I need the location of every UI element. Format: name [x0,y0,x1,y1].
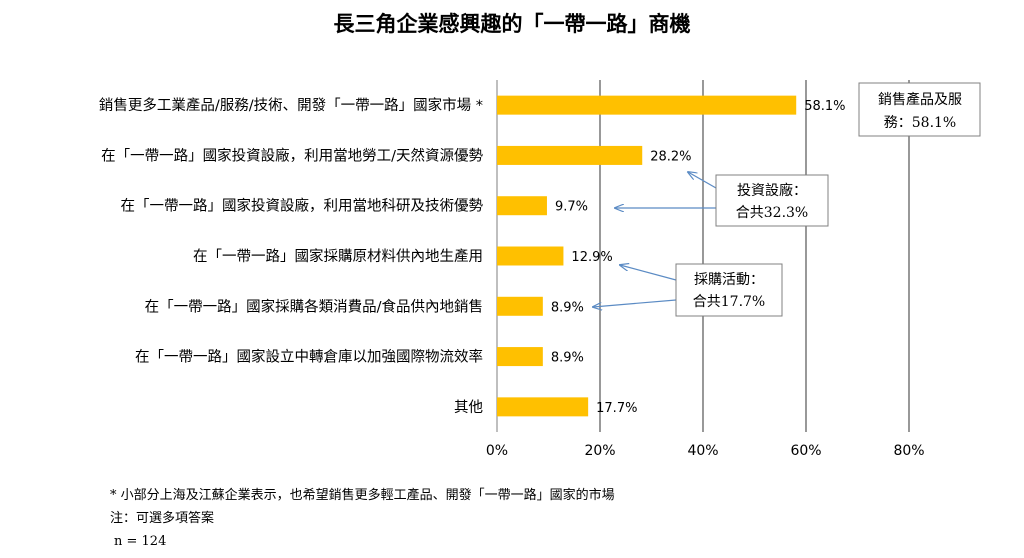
data-labels: 58.1% 28.2% 9.7% 12.9% 8.9% 8.9% 17.7% [551,99,846,416]
footnote-asterisk: * 小部分上海及江蘇企業表示，也希望銷售更多輕工產品、開發「一帶一路」國家的市場 [110,487,615,503]
annotation-procurement-line1: 採購活動： [694,272,764,288]
x-tick-label: 20% [584,443,615,459]
annotation-procurement-line2: 合共17.7% [693,294,765,310]
category-label: 在「一帶一路」國家採購原材料供內地生產用 [193,248,483,265]
data-label: 8.9% [551,351,584,366]
category-label: 銷售更多工業產品/服務/技術、開發「一帶一路」國家市場 * [99,97,483,114]
chart-title: 長三角企業感興趣的「一帶一路」商機 [334,12,691,36]
annotation-sales-line1: 銷售產品及服 [878,91,962,108]
annotation-investment-line1: 投資設廠： [737,182,807,199]
annotation-sales: 銷售產品及服 務：58.1% [858,82,981,137]
x-axis-ticks: 0% 20% 40% 60% 80% [486,443,925,459]
x-tick-label: 0% [486,443,508,459]
bar [497,246,564,266]
annotation-arrow [593,299,677,307]
annotation-procurement: 採購活動： 合共17.7% [593,264,783,317]
gridlines [496,80,910,432]
bar [497,196,547,216]
category-label: 在「一帶一路」國家設立中轉倉庫以加強國際物流效率 [135,349,483,366]
data-label: 58.1% [804,99,845,114]
annotation-arrow [688,172,717,189]
category-labels: 銷售更多工業產品/服務/技術、開發「一帶一路」國家市場 * 在「一帶一路」國家投資… [99,97,484,416]
category-label: 在「一帶一路」國家採購各類消費品/食品供內地銷售 [145,298,483,315]
data-label: 17.7% [596,401,637,416]
bar [497,397,589,417]
annotation-arrow [620,265,677,281]
category-label: 在「一帶一路」國家投資設廠，利用當地勞工/天然資源優勢 [101,146,483,164]
bar [497,296,543,316]
x-tick-label: 60% [790,443,821,459]
bars [497,95,797,417]
category-label: 其他 [454,399,483,416]
bar [497,145,643,165]
data-label: 28.2% [650,149,691,164]
bar [497,347,543,367]
bar [497,95,797,115]
data-label: 8.9% [551,300,584,315]
data-label: 9.7% [555,200,588,215]
category-label: 在「一帶一路」國家投資設廠，利用當地科研及技術優勢 [121,197,484,215]
data-label: 12.9% [571,250,612,265]
annotation-investment: 投資設廠： 合共32.3% [615,172,829,227]
x-tick-label: 80% [893,443,924,459]
footnote-multiple-answers: 注：可選多項答案 [110,510,214,526]
x-tick-label: 40% [687,443,718,459]
annotation-sales-line2: 務：58.1% [884,115,956,131]
annotation-investment-line2: 合共32.3% [736,205,808,221]
footnote-sample-size: n = 124 [114,534,166,549]
